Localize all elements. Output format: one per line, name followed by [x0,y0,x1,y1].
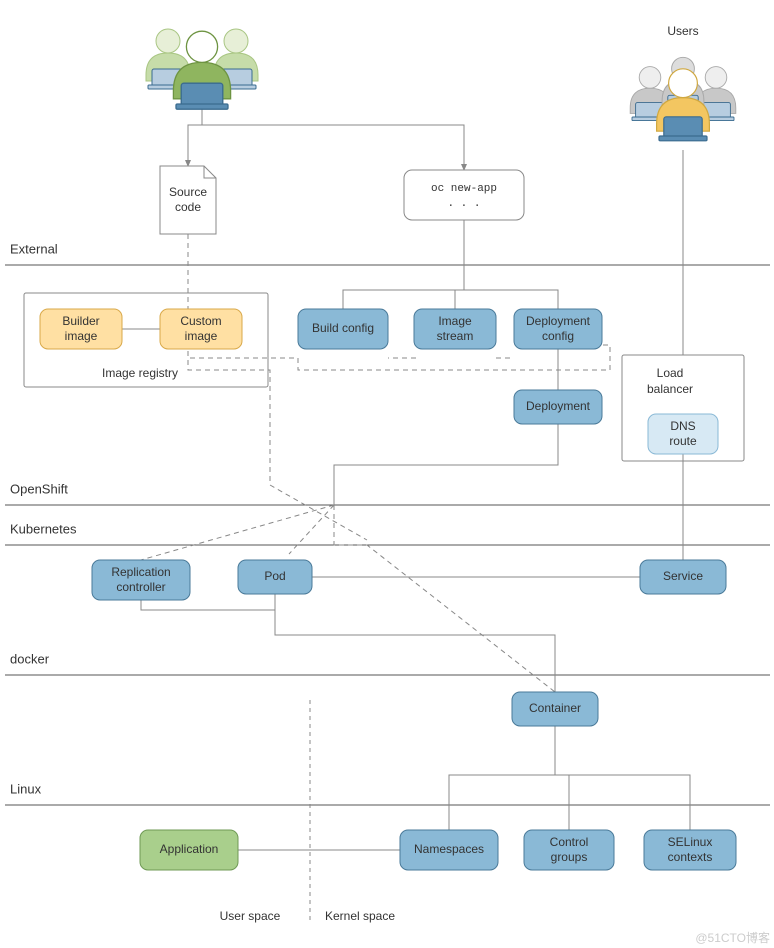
watermark: @51CTO博客 [695,930,770,945]
node-custom_image: Customimage [160,309,242,349]
svg-text:controller: controller [116,580,165,594]
node-deployment: Deployment [514,390,602,424]
node-oc_newapp: oc new-app . . . [404,170,524,220]
svg-text:Replication: Replication [111,565,170,579]
svg-text:Image: Image [438,314,472,328]
svg-text:Source: Source [169,185,207,199]
svg-text:contexts: contexts [668,850,713,864]
node-image_stream: Imagestream [414,309,496,349]
svg-text:config: config [542,329,574,343]
svg-text:Namespaces: Namespaces [414,842,484,856]
node-selinux: SELinuxcontexts [644,830,736,870]
svg-text:. . .: . . . [447,198,480,210]
section-linux: Linux [10,781,42,796]
svg-text:Deployment: Deployment [526,399,591,413]
svg-text:groups: groups [551,850,588,864]
developer-icon [173,31,230,109]
image-registry-label: Image registry [102,366,178,380]
svg-text:Custom: Custom [180,314,221,328]
section-kubernetes: Kubernetes [10,521,77,536]
node-rep_ctrl: Replicationcontroller [92,560,190,600]
section-openshift: OpenShift [10,481,68,496]
node-container: Container [512,692,598,726]
node-source_code: Sourcecode [160,166,216,234]
svg-text:code: code [175,200,201,214]
svg-text:Build config: Build config [312,321,374,335]
node-application: Application [140,830,238,870]
svg-text:Builder: Builder [62,314,99,328]
user-space-label: User space [220,909,281,923]
svg-text:DNS: DNS [670,419,695,433]
node-deploy_config: Deploymentconfig [514,309,602,349]
node-service: Service [640,560,726,594]
user-icon [657,69,710,141]
kernel-space-label: Kernel space [325,909,395,923]
svg-text:Pod: Pod [264,569,285,583]
svg-text:image: image [65,329,98,343]
load-balancer-label: Load [657,366,684,380]
svg-text:SELinux: SELinux [668,835,713,849]
node-pod: Pod [238,560,312,594]
svg-text:Service: Service [663,569,703,583]
node-build_config: Build config [298,309,388,349]
architecture-diagram: External OpenShift Kubernetes docker Linux Im… [0,0,774,948]
section-docker: docker [10,651,50,666]
node-dns_route: DNSroute [648,414,718,454]
svg-text:stream: stream [437,329,474,343]
node-builder_image: Builderimage [40,309,122,349]
section-external: External [10,241,58,256]
svg-text:Control: Control [550,835,589,849]
svg-text:Deployment: Deployment [526,314,591,328]
svg-text:route: route [669,434,697,448]
svg-text:image: image [185,329,218,343]
node-namespaces: Namespaces [400,830,498,870]
svg-text:oc new-app: oc new-app [431,183,497,195]
users-label: Users [667,24,698,38]
svg-text:Container: Container [529,701,581,715]
node-cgroups: Controlgroups [524,830,614,870]
svg-text:Application: Application [160,842,219,856]
svg-text:balancer: balancer [647,382,693,396]
